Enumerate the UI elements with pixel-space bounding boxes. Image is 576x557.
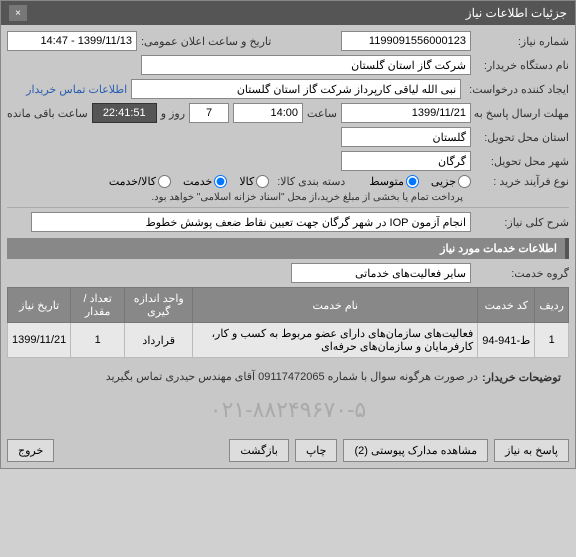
- titlebar: جزئیات اطلاعات نیاز ×: [1, 1, 575, 25]
- remaining-time-label: ساعت باقی مانده: [7, 107, 88, 120]
- th-row: ردیف: [535, 288, 569, 323]
- row-city: شهر محل تحویل:: [7, 151, 569, 171]
- radio-partial[interactable]: جزیی: [431, 175, 471, 188]
- row-purchase-type: نوع فرآیند خرید : جزیی متوسط دسته بندی ک…: [7, 175, 569, 188]
- need-number-label: شماره نیاز:: [479, 35, 569, 48]
- table-header-row: ردیف کد خدمت نام خدمت واحد اندازه گیری ت…: [8, 288, 569, 323]
- row-need-number: شماره نیاز: تاریخ و ساعت اعلان عمومی:: [7, 31, 569, 51]
- td-date: 1399/11/21: [8, 323, 71, 358]
- purchase-type-radios: جزیی متوسط: [369, 175, 471, 188]
- group-label: دسته بندی کالا:: [277, 175, 345, 188]
- deadline-time-label: ساعت: [307, 107, 337, 120]
- radio-partial-input[interactable]: [458, 175, 471, 188]
- general-desc-label: شرح کلی نیاز:: [479, 216, 569, 229]
- province-field: [341, 127, 471, 147]
- payment-note: پرداخت تمام یا بخشی از مبلغ خرید،از محل …: [151, 192, 463, 203]
- table-row: 1 ط-941-94 فعالیت‌های سازمان‌های دارای ع…: [8, 323, 569, 358]
- respond-button[interactable]: پاسخ به نیاز: [494, 439, 569, 462]
- service-group-label: گروه خدمت:: [479, 267, 569, 280]
- row-province: استان محل تحویل:: [7, 127, 569, 147]
- province-label: استان محل تحویل:: [479, 131, 569, 144]
- purchase-type-label: نوع فرآیند خرید :: [479, 175, 569, 188]
- buyer-org-label: نام دستگاه خریدار:: [479, 59, 569, 72]
- deadline-label: مهلت ارسال پاسخ به تاریخ:: [479, 107, 569, 120]
- td-unit: قرارداد: [125, 323, 193, 358]
- td-row: 1: [535, 323, 569, 358]
- footer-bar: پاسخ به نیاز مشاهده مدارک پیوستی (2) چاپ…: [1, 433, 575, 468]
- city-label: شهر محل تحویل:: [479, 155, 569, 168]
- th-unit: واحد اندازه گیری: [125, 288, 193, 323]
- creator-field: [131, 79, 461, 99]
- td-code: ط-941-94: [478, 323, 535, 358]
- window-title: جزئیات اطلاعات نیاز: [466, 6, 567, 20]
- td-qty: 1: [71, 323, 125, 358]
- radio-goods-service[interactable]: کالا/خدمت: [109, 175, 171, 188]
- th-date: تاریخ نیاز: [8, 288, 71, 323]
- radio-medium[interactable]: متوسط: [369, 175, 419, 188]
- service-group-field: [291, 263, 471, 283]
- radio-goods-input[interactable]: [256, 175, 269, 188]
- back-button[interactable]: بازگشت: [229, 439, 289, 462]
- separator: [7, 207, 569, 208]
- th-code: کد خدمت: [478, 288, 535, 323]
- row-payment-note: پرداخت تمام یا بخشی از مبلغ خرید،از محل …: [7, 192, 569, 203]
- announce-datetime-label: تاریخ و ساعت اعلان عمومی:: [141, 35, 271, 48]
- row-creator: ایجاد کننده درخواست: اطلاعات تماس خریدار: [7, 79, 569, 99]
- services-section-header: اطلاعات خدمات مورد نیاز: [7, 238, 569, 259]
- close-icon[interactable]: ×: [9, 5, 27, 21]
- need-number-field: [341, 31, 471, 51]
- radio-service[interactable]: خدمت: [183, 175, 227, 188]
- row-buyer-notes: توضیحات خریدار: در صورت هرگونه سوال با ش…: [7, 364, 569, 389]
- deadline-time-field: [233, 103, 303, 123]
- radio-medium-input[interactable]: [406, 175, 419, 188]
- remaining-days-label: روز و: [161, 107, 185, 120]
- row-general-desc: شرح کلی نیاز:: [7, 212, 569, 232]
- row-buyer-org: نام دستگاه خریدار:: [7, 55, 569, 75]
- td-name: فعالیت‌های سازمان‌های دارای عضو مربوط به…: [193, 323, 478, 358]
- remaining-days-field: [189, 103, 229, 123]
- th-qty: تعداد / مقدار: [71, 288, 125, 323]
- big-phone-number: ۰۲۱-۸۸۲۴۹۶۷۰-۵: [7, 393, 569, 427]
- deadline-date-field: [341, 103, 471, 123]
- remaining-time-field: [92, 103, 157, 123]
- general-desc-field: [31, 212, 471, 232]
- category-radios: کالا خدمت کالا/خدمت: [109, 175, 269, 188]
- main-window: جزئیات اطلاعات نیاز × شماره نیاز: تاریخ …: [0, 0, 576, 469]
- attachments-button[interactable]: مشاهده مدارک پیوستی (2): [343, 439, 488, 462]
- content-area: شماره نیاز: تاریخ و ساعت اعلان عمومی: نا…: [1, 25, 575, 433]
- buyer-notes-label: توضیحات خریدار:: [482, 371, 561, 384]
- radio-service-input[interactable]: [214, 175, 227, 188]
- row-deadline: مهلت ارسال پاسخ به تاریخ: ساعت روز و ساع…: [7, 103, 569, 123]
- announce-datetime-field: [7, 31, 137, 51]
- buyer-contact-link[interactable]: اطلاعات تماس خریدار: [26, 83, 127, 96]
- creator-label: ایجاد کننده درخواست:: [469, 83, 569, 96]
- city-field: [341, 151, 471, 171]
- th-name: نام خدمت: [193, 288, 478, 323]
- row-service-group: گروه خدمت:: [7, 263, 569, 283]
- radio-goods[interactable]: کالا: [239, 175, 269, 188]
- services-table: ردیف کد خدمت نام خدمت واحد اندازه گیری ت…: [7, 287, 569, 358]
- radio-goods-service-input[interactable]: [158, 175, 171, 188]
- exit-button[interactable]: خروج: [7, 439, 54, 462]
- buyer-org-field: [141, 55, 471, 75]
- print-button[interactable]: چاپ: [295, 439, 338, 462]
- buyer-notes-text: در صورت هرگونه سوال با شماره 09117472065…: [106, 370, 478, 383]
